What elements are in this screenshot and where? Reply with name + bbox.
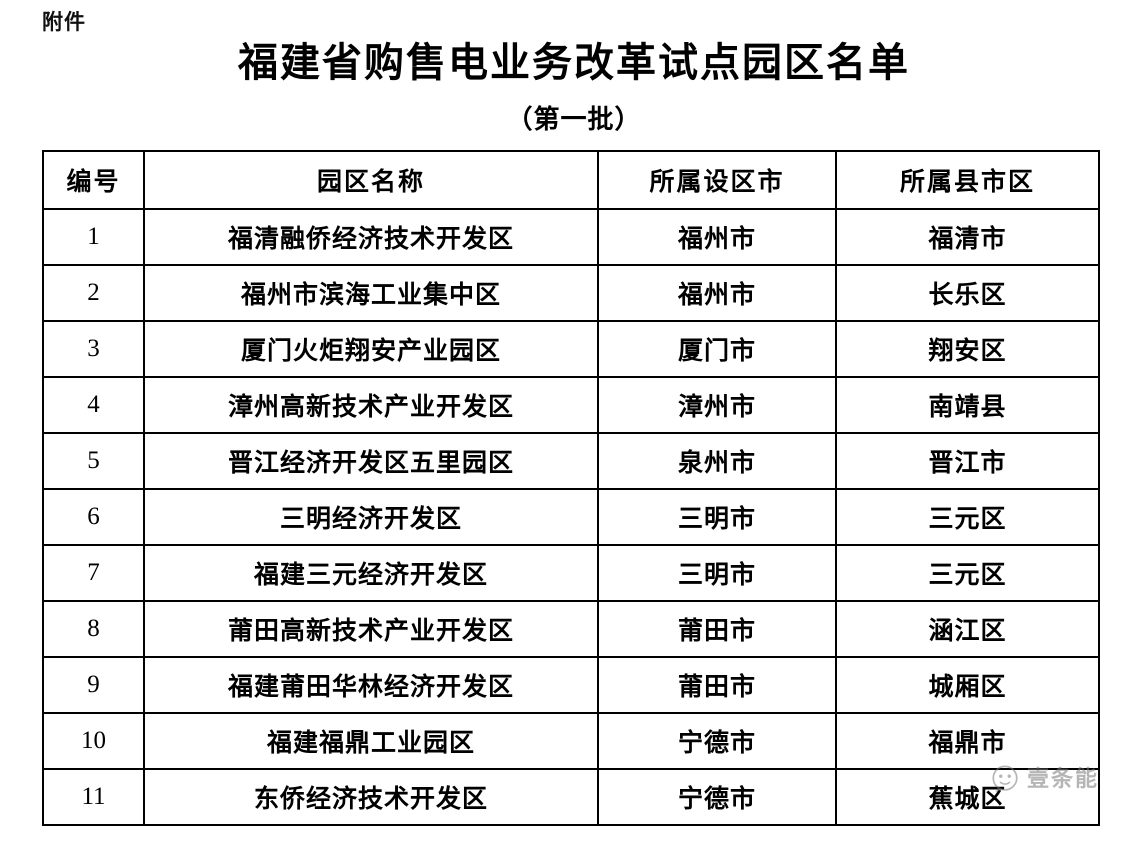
table-cell-id: 1 bbox=[42, 208, 145, 266]
table-cell-city: 泉州市 bbox=[597, 432, 837, 490]
table-cell-district: 长乐区 bbox=[835, 264, 1100, 322]
table-cell-district: 蕉城区 bbox=[835, 768, 1100, 826]
table-cell-id: 7 bbox=[42, 544, 145, 602]
table-cell-id: 5 bbox=[42, 432, 145, 490]
parks-table-container: 编号 园区名称 所属设区市 所属县市区 1 福清融侨经济技术开发区 福州市 福清市 2 福… bbox=[42, 150, 1100, 826]
column-header-name: 园区名称 bbox=[143, 150, 599, 210]
table-cell-district: 翔安区 bbox=[835, 320, 1100, 378]
table-cell-city: 宁德市 bbox=[597, 768, 837, 826]
table-cell-id: 9 bbox=[42, 656, 145, 714]
column-header-city: 所属设区市 bbox=[597, 150, 837, 210]
table-cell-id: 2 bbox=[42, 264, 145, 322]
table-cell-city: 莆田市 bbox=[597, 600, 837, 658]
table-row: 11 东侨经济技术开发区 宁德市 蕉城区 bbox=[42, 768, 1100, 826]
table-cell-city: 三明市 bbox=[597, 488, 837, 546]
table-cell-id: 3 bbox=[42, 320, 145, 378]
table-row: 3 厦门火炬翔安产业园区 厦门市 翔安区 bbox=[42, 320, 1100, 378]
table-cell-district: 南靖县 bbox=[835, 376, 1100, 434]
table-row: 7 福建三元经济开发区 三明市 三元区 bbox=[42, 544, 1100, 602]
table-row: 8 莆田高新技术产业开发区 莆田市 涵江区 bbox=[42, 600, 1100, 658]
table-cell-city: 宁德市 bbox=[597, 712, 837, 770]
table-row: 6 三明经济开发区 三明市 三元区 bbox=[42, 488, 1100, 546]
table-cell-name: 莆田高新技术产业开发区 bbox=[143, 600, 599, 658]
table-cell-id: 4 bbox=[42, 376, 145, 434]
table-cell-name: 三明经济开发区 bbox=[143, 488, 599, 546]
column-header-id: 编号 bbox=[42, 150, 145, 210]
table-cell-district: 涵江区 bbox=[835, 600, 1100, 658]
table-cell-city: 莆田市 bbox=[597, 656, 837, 714]
table-cell-name: 福建三元经济开发区 bbox=[143, 544, 599, 602]
page-subtitle: （第一批） bbox=[506, 104, 642, 134]
table-cell-city: 福州市 bbox=[597, 208, 837, 266]
table-cell-district: 福清市 bbox=[835, 208, 1100, 266]
table-cell-name: 福清融侨经济技术开发区 bbox=[143, 208, 599, 266]
table-cell-id: 6 bbox=[42, 488, 145, 546]
table-row: 5 晋江经济开发区五里园区 泉州市 晋江市 bbox=[42, 432, 1100, 490]
table-row: 1 福清融侨经济技术开发区 福州市 福清市 bbox=[42, 208, 1100, 266]
page-title: 福建省购售电业务改革试点园区名单 bbox=[238, 41, 910, 85]
table-cell-id: 10 bbox=[42, 712, 145, 770]
table-cell-name: 福建莆田华林经济开发区 bbox=[143, 656, 599, 714]
table-row: 2 福州市滨海工业集中区 福州市 长乐区 bbox=[42, 264, 1100, 322]
table-cell-name: 晋江经济开发区五里园区 bbox=[143, 432, 599, 490]
parks-table: 编号 园区名称 所属设区市 所属县市区 1 福清融侨经济技术开发区 福州市 福清市 2 福… bbox=[42, 150, 1100, 826]
table-row: 4 漳州高新技术产业开发区 漳州市 南靖县 bbox=[42, 376, 1100, 434]
table-cell-id: 11 bbox=[42, 768, 145, 826]
table-row: 10 福建福鼎工业园区 宁德市 福鼎市 bbox=[42, 712, 1100, 770]
table-cell-district: 三元区 bbox=[835, 488, 1100, 546]
table-cell-district: 城厢区 bbox=[835, 656, 1100, 714]
table-cell-district: 福鼎市 bbox=[835, 712, 1100, 770]
table-cell-city: 厦门市 bbox=[597, 320, 837, 378]
column-header-district: 所属县市区 bbox=[835, 150, 1100, 210]
table-cell-city: 漳州市 bbox=[597, 376, 837, 434]
table-header: 编号 园区名称 所属设区市 所属县市区 bbox=[42, 150, 1100, 210]
table-header-row: 编号 园区名称 所属设区市 所属县市区 bbox=[42, 150, 1100, 210]
table-cell-name: 厦门火炬翔安产业园区 bbox=[143, 320, 599, 378]
table-cell-city: 福州市 bbox=[597, 264, 837, 322]
table-cell-name: 漳州高新技术产业开发区 bbox=[143, 376, 599, 434]
table-body: 1 福清融侨经济技术开发区 福州市 福清市 2 福州市滨海工业集中区 福州市 长乐区 3 厦门火炬… bbox=[42, 208, 1100, 826]
table-cell-name: 福州市滨海工业集中区 bbox=[143, 264, 599, 322]
table-cell-district: 晋江市 bbox=[835, 432, 1100, 490]
table-cell-district: 三元区 bbox=[835, 544, 1100, 602]
table-row: 9 福建莆田华林经济开发区 莆田市 城厢区 bbox=[42, 656, 1100, 714]
attachment-label: 附件 bbox=[42, 11, 86, 34]
table-cell-city: 三明市 bbox=[597, 544, 837, 602]
table-cell-id: 8 bbox=[42, 600, 145, 658]
table-cell-name: 东侨经济技术开发区 bbox=[143, 768, 599, 826]
table-cell-name: 福建福鼎工业园区 bbox=[143, 712, 599, 770]
